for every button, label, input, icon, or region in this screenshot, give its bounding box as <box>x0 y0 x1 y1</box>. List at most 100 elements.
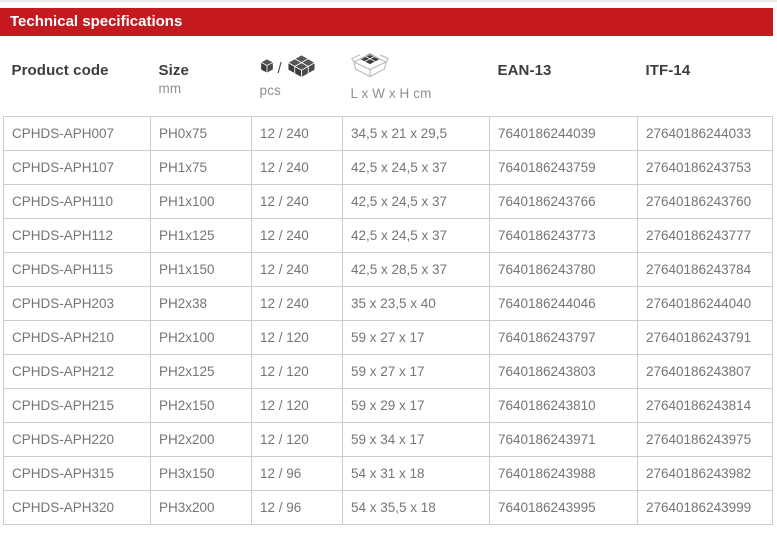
cell-product-code: CPHDS-APH220 <box>3 421 151 457</box>
cell-carton-dimensions: 42,5 x 28,5 x 37 <box>342 251 490 287</box>
cell-size: PH2x38 <box>150 285 252 321</box>
cell-size: PH1x150 <box>150 251 252 287</box>
cell-pcs: 12 / 96 <box>251 455 343 491</box>
cell-pcs: 12 / 120 <box>251 387 343 423</box>
cell-size: PH3x150 <box>150 455 252 491</box>
single-box-icon <box>259 58 274 78</box>
cell-ean13: 7640186243773 <box>489 217 638 253</box>
cell-size: PH1x100 <box>150 183 252 219</box>
table-row: CPHDS-APH203 PH2x38 12 / 240 35 x 23,5 x… <box>3 285 773 321</box>
column-label: pcs <box>259 83 281 98</box>
column-header-size: Size mm <box>151 36 252 116</box>
table-row: CPHDS-APH110 PH1x100 12 / 240 42,5 x 24,… <box>3 183 773 219</box>
multi-box-icon <box>286 54 317 82</box>
cell-pcs: 12 / 96 <box>251 489 343 525</box>
cell-product-code: CPHDS-APH007 <box>3 115 151 151</box>
cell-carton-dimensions: 42,5 x 24,5 x 37 <box>342 149 490 185</box>
cell-ean13: 7640186243766 <box>489 183 638 219</box>
cell-product-code: CPHDS-APH203 <box>3 285 151 321</box>
page-top-divider <box>0 0 777 2</box>
cell-itf14: 27640186243814 <box>637 387 773 423</box>
cell-carton-dimensions: 59 x 34 x 17 <box>342 421 490 457</box>
column-label: L x W x H cm <box>350 86 432 101</box>
column-header-carton-dimensions: L x W x H cm <box>343 36 490 116</box>
cell-product-code: CPHDS-APH107 <box>3 149 151 185</box>
column-label: Size <box>158 62 189 79</box>
column-header-itf14: ITF-14 <box>638 36 773 116</box>
table-row: CPHDS-APH315 PH3x150 12 / 96 54 x 31 x 1… <box>3 455 773 491</box>
column-header-ean13: EAN-13 <box>490 36 638 116</box>
cell-pcs: 12 / 240 <box>251 285 343 321</box>
cell-size: PH2x150 <box>150 387 252 423</box>
cell-ean13: 7640186243780 <box>489 251 638 287</box>
header-row: Product code Size mm / <box>4 36 773 116</box>
pcs-icons: / <box>259 54 337 82</box>
cell-itf14: 27640186243753 <box>637 149 773 185</box>
cell-pcs: 12 / 240 <box>251 115 343 151</box>
cell-carton-dimensions: 42,5 x 24,5 x 37 <box>342 217 490 253</box>
cell-pcs: 12 / 240 <box>251 217 343 253</box>
cell-size: PH0x75 <box>150 115 252 151</box>
cell-carton-dimensions: 59 x 29 x 17 <box>342 387 490 423</box>
cell-carton-dimensions: 59 x 27 x 17 <box>342 319 490 355</box>
cell-ean13: 7640186243995 <box>489 489 638 525</box>
cell-product-code: CPHDS-APH210 <box>3 319 151 355</box>
cell-itf14: 27640186243999 <box>637 489 773 525</box>
column-unit: mm <box>158 81 182 96</box>
cell-itf14: 27640186243760 <box>637 183 773 219</box>
cell-product-code: CPHDS-APH112 <box>3 217 151 253</box>
table-header: Product code Size mm / <box>4 36 773 116</box>
table-row: CPHDS-APH112 PH1x125 12 / 240 42,5 x 24,… <box>3 217 773 253</box>
cell-pcs: 12 / 240 <box>251 149 343 185</box>
cell-carton-dimensions: 35 x 23,5 x 40 <box>342 285 490 321</box>
column-header-pcs: / pcs <box>252 36 343 116</box>
cell-ean13: 7640186243988 <box>489 455 638 491</box>
cell-carton-dimensions: 54 x 35,5 x 18 <box>342 489 490 525</box>
table-row: CPHDS-APH212 PH2x125 12 / 120 59 x 27 x … <box>3 353 773 389</box>
cell-pcs: 12 / 240 <box>251 183 343 219</box>
cell-product-code: CPHDS-APH315 <box>3 455 151 491</box>
technical-specifications-table: Product code Size mm / <box>3 36 773 525</box>
open-box-icon <box>350 50 484 85</box>
spec-table-body: CPHDS-APH007 PH0x75 12 / 240 34,5 x 21 x… <box>3 115 773 525</box>
table-row: CPHDS-APH115 PH1x150 12 / 240 42,5 x 28,… <box>3 251 773 287</box>
cell-carton-dimensions: 59 x 27 x 17 <box>342 353 490 389</box>
cell-size: PH2x100 <box>150 319 252 355</box>
column-label: Product code <box>11 62 109 79</box>
cell-itf14: 27640186243975 <box>637 421 773 457</box>
table-row: CPHDS-APH107 PH1x75 12 / 240 42,5 x 24,5… <box>3 149 773 185</box>
cell-itf14: 27640186244040 <box>637 285 773 321</box>
column-header-product-code: Product code <box>4 36 151 116</box>
cell-ean13: 7640186243810 <box>489 387 638 423</box>
cell-pcs: 12 / 120 <box>251 319 343 355</box>
cell-carton-dimensions: 34,5 x 21 x 29,5 <box>342 115 490 151</box>
cell-size: PH1x75 <box>150 149 252 185</box>
cell-ean13: 7640186243803 <box>489 353 638 389</box>
table-row: CPHDS-APH210 PH2x100 12 / 120 59 x 27 x … <box>3 319 773 355</box>
column-label: ITF-14 <box>645 62 691 79</box>
table-row: CPHDS-APH215 PH2x150 12 / 120 59 x 29 x … <box>3 387 773 423</box>
cell-itf14: 27640186243791 <box>637 319 773 355</box>
section-title: Technical specifications <box>10 13 183 30</box>
section-title-bar: Technical specifications <box>0 8 773 36</box>
cell-product-code: CPHDS-APH110 <box>3 183 151 219</box>
cell-ean13: 7640186243797 <box>489 319 638 355</box>
cell-size: PH3x200 <box>150 489 252 525</box>
cell-ean13: 7640186244046 <box>489 285 638 321</box>
cell-carton-dimensions: 42,5 x 24,5 x 37 <box>342 183 490 219</box>
cell-pcs: 12 / 120 <box>251 353 343 389</box>
cell-ean13: 7640186243971 <box>489 421 638 457</box>
cell-itf14: 27640186243777 <box>637 217 773 253</box>
table-row: CPHDS-APH007 PH0x75 12 / 240 34,5 x 21 x… <box>3 115 773 151</box>
cell-carton-dimensions: 54 x 31 x 18 <box>342 455 490 491</box>
cell-itf14: 27640186243807 <box>637 353 773 389</box>
table-row: CPHDS-APH320 PH3x200 12 / 96 54 x 35,5 x… <box>3 489 773 525</box>
cell-size: PH2x200 <box>150 421 252 457</box>
cell-product-code: CPHDS-APH215 <box>3 387 151 423</box>
cell-size: PH1x125 <box>150 217 252 253</box>
column-label: EAN-13 <box>497 62 552 79</box>
cell-pcs: 12 / 120 <box>251 421 343 457</box>
cell-ean13: 7640186243759 <box>489 149 638 185</box>
pcs-separator: / <box>277 59 282 77</box>
table-row: CPHDS-APH220 PH2x200 12 / 120 59 x 34 x … <box>3 421 773 457</box>
